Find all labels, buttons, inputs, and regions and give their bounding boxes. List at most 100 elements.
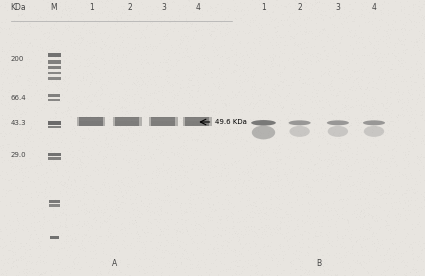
Point	[158, 83, 164, 88]
Point	[358, 151, 365, 155]
Point	[202, 68, 209, 72]
Point	[265, 63, 272, 68]
Point	[31, 180, 37, 185]
Point	[15, 222, 22, 227]
Point	[94, 122, 101, 126]
Point	[284, 215, 291, 220]
Point	[73, 192, 80, 196]
Point	[336, 136, 343, 140]
Point	[245, 170, 252, 174]
Point	[419, 18, 425, 22]
Point	[238, 188, 245, 193]
Point	[72, 235, 79, 240]
Point	[157, 41, 164, 45]
Point	[141, 128, 147, 132]
Point	[210, 29, 217, 33]
Point	[251, 148, 258, 152]
Point	[29, 132, 36, 136]
Point	[31, 64, 38, 68]
Point	[49, 93, 56, 98]
Point	[383, 237, 390, 241]
Point	[355, 82, 362, 86]
Point	[43, 181, 50, 185]
Point	[196, 264, 203, 269]
Point	[66, 9, 73, 13]
Point	[354, 53, 361, 57]
Point	[152, 87, 159, 92]
Point	[103, 216, 110, 221]
Point	[158, 75, 164, 79]
Point	[314, 161, 320, 165]
Point	[287, 86, 294, 90]
Point	[118, 105, 125, 110]
Point	[261, 187, 268, 192]
Point	[191, 256, 198, 260]
Point	[394, 113, 401, 117]
Point	[76, 101, 83, 106]
Point	[65, 202, 71, 206]
Point	[392, 74, 399, 78]
Point	[368, 215, 375, 219]
Point	[296, 273, 303, 276]
Point	[108, 238, 114, 242]
Point	[298, 217, 305, 222]
Point	[363, 205, 369, 210]
Point	[418, 116, 425, 120]
Point	[196, 191, 203, 196]
Point	[368, 273, 374, 276]
Point	[190, 72, 196, 76]
Point	[54, 165, 61, 170]
Point	[317, 68, 324, 73]
Point	[354, 118, 361, 122]
Point	[238, 252, 245, 256]
Point	[96, 93, 103, 97]
Point	[89, 167, 96, 172]
Point	[220, 238, 227, 243]
Point	[405, 164, 411, 169]
Point	[67, 7, 74, 12]
Point	[64, 228, 71, 232]
Point	[304, 82, 311, 86]
Point	[108, 62, 114, 67]
Point	[238, 135, 244, 139]
Point	[186, 55, 193, 59]
Point	[408, 173, 415, 177]
Point	[308, 2, 315, 7]
Point	[246, 23, 252, 27]
Point	[160, 244, 167, 248]
Point	[374, 185, 381, 190]
Point	[281, 112, 288, 117]
Point	[274, 4, 281, 9]
Point	[166, 193, 173, 197]
Point	[311, 200, 318, 205]
Point	[202, 52, 209, 57]
Point	[225, 193, 232, 197]
Point	[45, 98, 52, 102]
Point	[46, 190, 53, 194]
Point	[306, 16, 312, 20]
Point	[370, 10, 377, 15]
Point	[414, 58, 421, 63]
Point	[265, 174, 272, 178]
Point	[416, 180, 423, 184]
Point	[22, 0, 28, 3]
Point	[358, 87, 365, 91]
Point	[0, 94, 6, 98]
Point	[137, 19, 144, 23]
Point	[47, 0, 54, 3]
Point	[55, 95, 62, 99]
Point	[164, 7, 170, 11]
Point	[91, 92, 98, 97]
Point	[404, 47, 411, 52]
Point	[393, 162, 400, 167]
Point	[278, 270, 285, 275]
Point	[45, 118, 51, 122]
Point	[129, 121, 136, 126]
Point	[332, 255, 339, 259]
Point	[51, 28, 58, 33]
Point	[280, 258, 286, 262]
Point	[151, 91, 158, 95]
Point	[77, 174, 84, 179]
Point	[56, 128, 63, 132]
Point	[366, 10, 373, 14]
